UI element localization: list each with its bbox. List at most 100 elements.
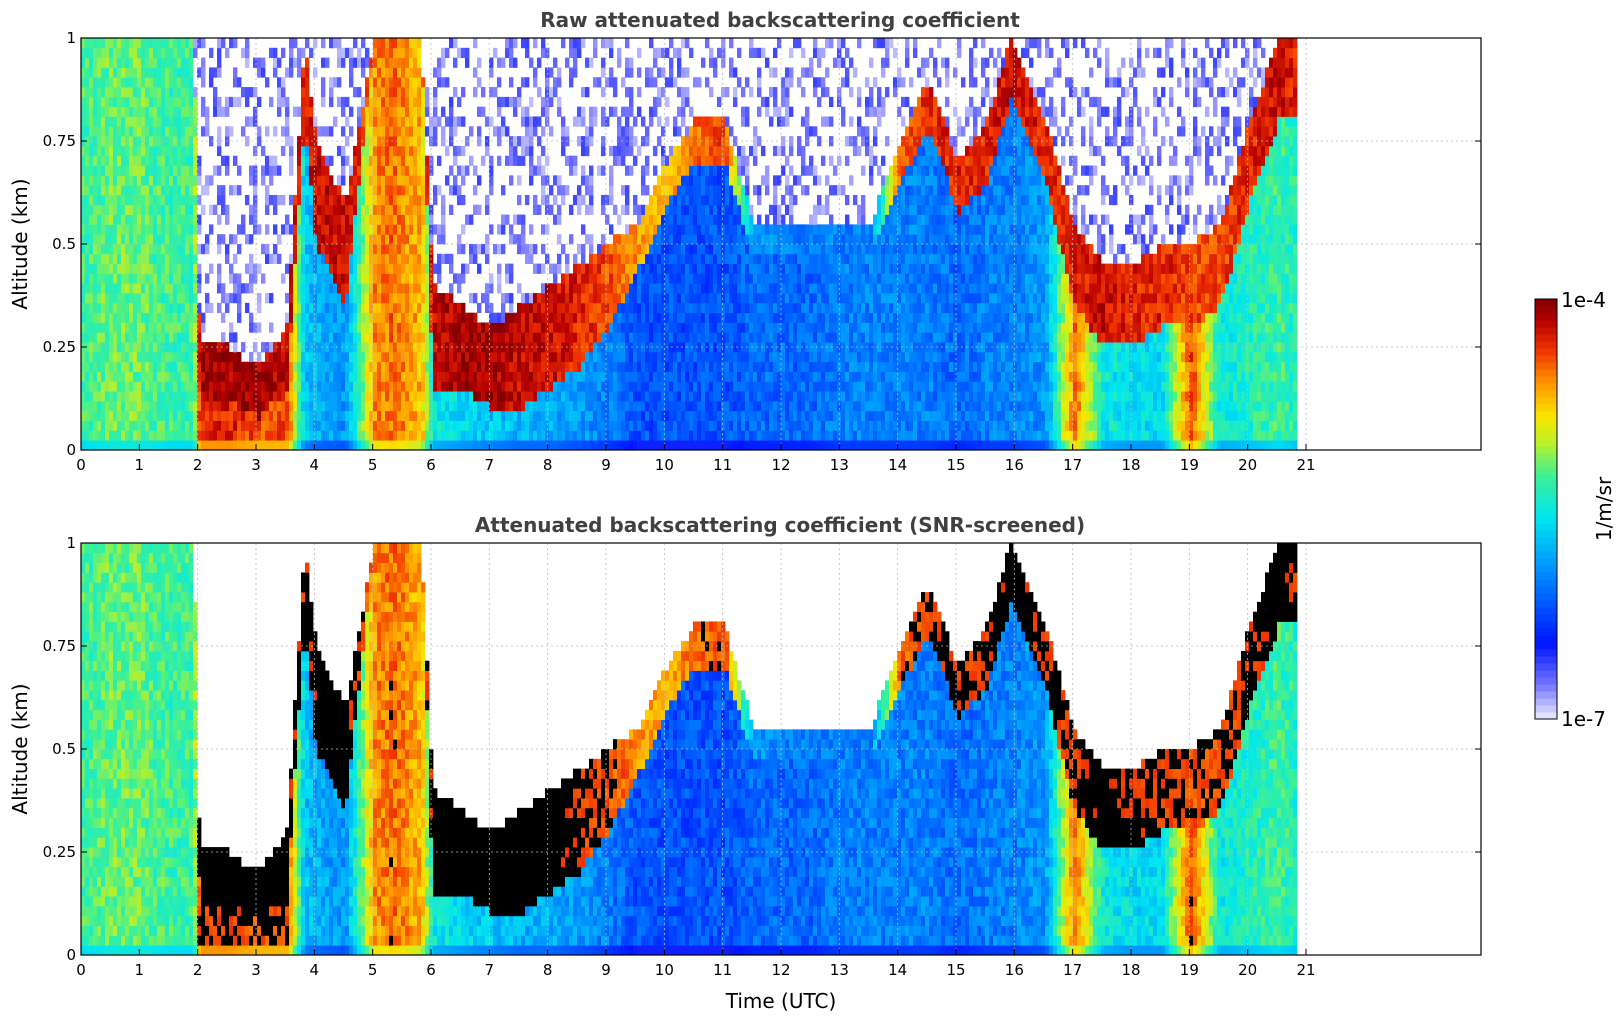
heat-cell bbox=[93, 205, 97, 215]
heat-cell bbox=[101, 185, 105, 195]
heat-cell bbox=[293, 293, 297, 303]
heat-cell bbox=[109, 372, 113, 382]
heat-cell bbox=[277, 411, 281, 421]
heat-cell bbox=[133, 430, 137, 440]
heat-cell bbox=[297, 264, 301, 274]
heat-cell bbox=[177, 126, 181, 136]
heat-cell bbox=[173, 38, 177, 48]
heat-cell bbox=[129, 254, 133, 264]
heat-cell bbox=[113, 77, 117, 87]
heat-cell bbox=[109, 313, 113, 323]
heat-cell bbox=[329, 175, 333, 185]
heat-cell bbox=[121, 67, 125, 77]
heat-cell bbox=[81, 430, 85, 440]
heat-cell bbox=[337, 254, 341, 264]
heat-cell bbox=[177, 58, 181, 68]
heat-cell bbox=[193, 244, 197, 254]
heat-cell bbox=[165, 372, 169, 382]
heat-cell bbox=[317, 175, 321, 185]
heat-cell bbox=[125, 401, 129, 411]
heat-cell bbox=[193, 87, 197, 97]
heat-cell bbox=[281, 352, 285, 362]
heat-cell bbox=[109, 58, 113, 68]
heat-cell bbox=[173, 273, 177, 283]
heat-cell bbox=[317, 401, 321, 411]
heat-cell bbox=[233, 401, 237, 411]
heat-cell bbox=[305, 313, 309, 323]
heat-cell bbox=[225, 391, 229, 401]
heat-cell bbox=[117, 273, 121, 283]
heat-cell bbox=[161, 156, 165, 166]
heat-cell bbox=[241, 401, 245, 411]
heat-cell bbox=[265, 440, 269, 450]
heat-cell bbox=[341, 421, 345, 431]
heat-cell bbox=[313, 254, 317, 264]
heat-cell bbox=[125, 332, 129, 342]
heat-cell bbox=[285, 440, 289, 450]
heat-cell bbox=[81, 166, 85, 176]
heat-cell bbox=[89, 401, 93, 411]
heat-cell bbox=[341, 234, 345, 244]
heat-cell bbox=[325, 421, 329, 431]
heat-cell bbox=[245, 421, 249, 431]
heat-cell bbox=[121, 77, 125, 87]
heat-cell bbox=[293, 391, 297, 401]
heat-cell bbox=[105, 166, 109, 176]
heat-cell bbox=[245, 87, 249, 97]
heat-cell bbox=[313, 401, 317, 411]
heat-cell bbox=[213, 67, 217, 77]
heat-cell bbox=[309, 352, 313, 362]
heat-cell bbox=[141, 293, 145, 303]
heat-cell bbox=[189, 244, 193, 254]
heat-cell bbox=[189, 421, 193, 431]
heat-cell bbox=[253, 195, 257, 205]
heat-cell bbox=[85, 215, 89, 225]
heat-cell bbox=[149, 224, 153, 234]
heat-cell bbox=[341, 411, 345, 421]
heat-cell bbox=[89, 116, 93, 126]
heat-cell bbox=[169, 97, 173, 107]
heat-cell bbox=[113, 411, 117, 421]
heat-cell bbox=[117, 303, 121, 313]
heat-cell bbox=[129, 430, 133, 440]
heat-cell bbox=[221, 293, 225, 303]
heat-cell bbox=[117, 116, 121, 126]
heat-cell bbox=[89, 224, 93, 234]
heat-cell bbox=[333, 254, 337, 264]
heat-cell bbox=[225, 352, 229, 362]
heat-cell bbox=[141, 77, 145, 87]
heat-cell bbox=[193, 166, 197, 176]
heat-cell bbox=[265, 205, 269, 215]
heat-cell bbox=[85, 205, 89, 215]
heat-cell bbox=[189, 352, 193, 362]
heat-cell bbox=[101, 58, 105, 68]
heat-cell bbox=[301, 332, 305, 342]
heat-cell bbox=[129, 38, 133, 48]
heat-cell bbox=[181, 293, 185, 303]
heat-cell bbox=[329, 440, 333, 450]
heat-cell bbox=[105, 38, 109, 48]
heat-cell bbox=[277, 58, 281, 68]
heat-cell bbox=[289, 146, 293, 156]
heat-cell bbox=[125, 322, 129, 332]
heat-cell bbox=[181, 38, 185, 48]
heat-cell bbox=[157, 332, 161, 342]
heat-cell bbox=[141, 97, 145, 107]
heat-cell bbox=[85, 411, 89, 421]
heat-cell bbox=[117, 421, 121, 431]
heat-cell bbox=[177, 332, 181, 342]
heat-cell bbox=[329, 391, 333, 401]
heat-cell bbox=[173, 166, 177, 176]
heat-cell bbox=[201, 411, 205, 421]
heat-cell bbox=[189, 67, 193, 77]
heat-cell bbox=[177, 430, 181, 440]
heat-cell bbox=[121, 430, 125, 440]
heat-cell bbox=[321, 421, 325, 431]
heat-cell bbox=[321, 362, 325, 372]
heat-cell bbox=[345, 244, 349, 254]
heat-cell bbox=[81, 421, 85, 431]
heat-cell bbox=[345, 372, 349, 382]
heat-cell bbox=[201, 381, 205, 391]
heat-cell bbox=[185, 166, 189, 176]
heat-cell bbox=[329, 38, 333, 48]
